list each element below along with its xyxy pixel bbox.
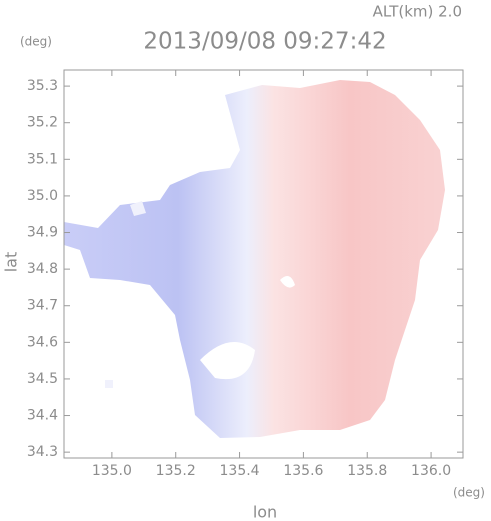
x-unit: (deg): [453, 486, 485, 500]
x-tick-label: 135.4: [220, 463, 260, 479]
y-unit: (deg): [20, 35, 52, 49]
y-tick-label: 35.0: [27, 188, 58, 204]
velocity-field: [64, 80, 445, 438]
x-tick-label: 135.0: [92, 463, 132, 479]
y-tick-label: 34.4: [27, 408, 58, 424]
altitude-label: ALT(km) 2.0: [373, 3, 462, 21]
y-tick-label: 34.5: [27, 371, 58, 387]
x-axis-label: lon: [253, 503, 277, 521]
x-tick-label: 135.2: [156, 463, 196, 479]
x-tick-label: 136.0: [411, 463, 451, 479]
y-tick-label: 35.1: [27, 151, 58, 167]
plot-frame: [63, 69, 464, 459]
x-tick-label: 135.8: [347, 463, 387, 479]
y-tick-label: 34.6: [27, 334, 58, 350]
y-axis-label: lat: [2, 252, 21, 273]
y-tick-label: 35.2: [27, 115, 58, 131]
chart-title: 2013/09/08 09:27:42: [143, 29, 386, 55]
x-tick-label: 135.6: [283, 463, 323, 479]
y-tick-label: 34.8: [27, 261, 58, 277]
y-tick-label: 34.9: [27, 225, 58, 241]
y-tick-label: 34.3: [27, 444, 58, 460]
y-tick-label: 35.3: [27, 78, 58, 94]
y-tick-label: 34.7: [27, 298, 58, 314]
